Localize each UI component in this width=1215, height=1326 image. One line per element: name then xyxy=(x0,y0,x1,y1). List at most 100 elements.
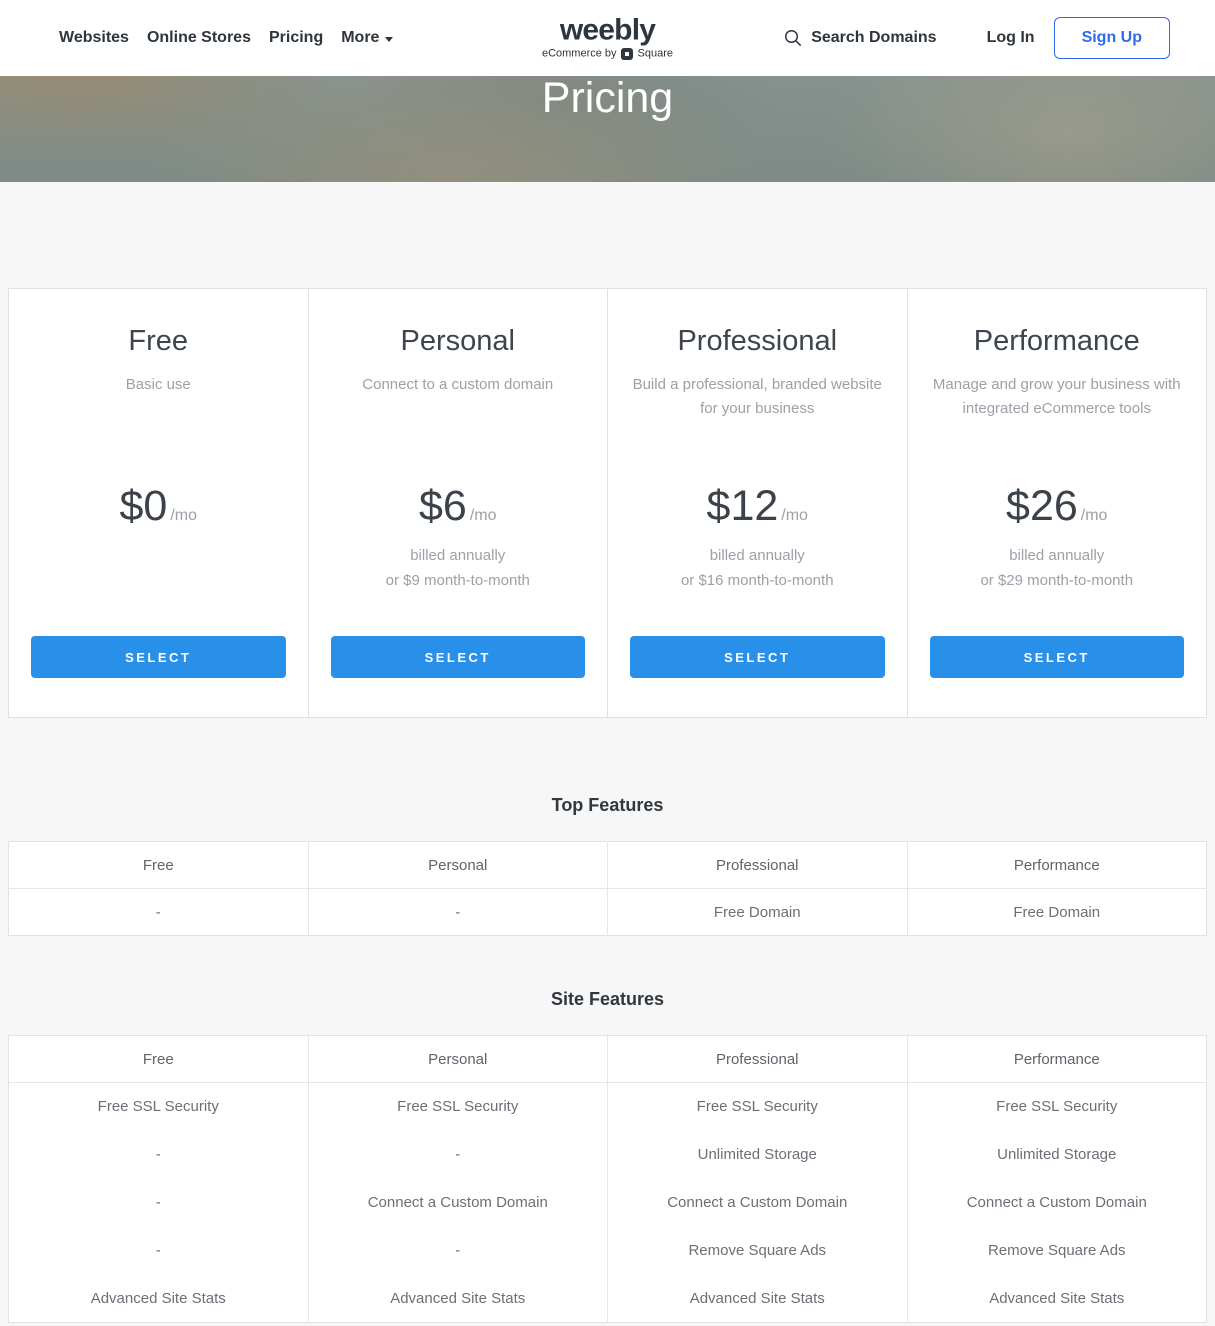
column-header-professional: Professional xyxy=(607,1035,907,1083)
table-row: - Connect a Custom Domain Connect a Cust… xyxy=(9,1178,1207,1227)
feature-cell: Free SSL Security xyxy=(97,1098,219,1116)
search-domains-link[interactable]: Search Domains xyxy=(784,29,937,47)
weebly-logo[interactable]: weebly eCommerce by Square xyxy=(542,13,673,61)
plan-card-professional: Professional Build a professional, brand… xyxy=(608,289,908,717)
price-period: /mo xyxy=(781,507,808,524)
nav-item-pricing[interactable]: Pricing xyxy=(268,29,324,46)
plan-card-free: Free Basic use $0/mo SELECT xyxy=(9,289,309,717)
primary-nav: Websites Online Stores Pricing More xyxy=(59,29,394,47)
table-row: - - Free Domain Free Domain xyxy=(9,888,1207,936)
billing-info: billed annually or $9 month-to-month xyxy=(333,543,584,593)
section-title-site-features: Site Features xyxy=(550,989,665,1009)
plan-card-personal: Personal Connect to a custom domain $6/m… xyxy=(309,289,608,717)
feature-cell: - xyxy=(307,1130,608,1179)
feature-cell: Free Domain xyxy=(607,888,907,936)
billing-info: billed annually or $16 month-to-month xyxy=(632,543,883,593)
log-in-link[interactable]: Log In xyxy=(986,29,1035,46)
select-plan-button[interactable]: SELECT xyxy=(929,636,1184,678)
table-row: - - Unlimited Storage Unlimited Storage xyxy=(9,1130,1207,1179)
plan-name: Professional xyxy=(677,325,838,357)
feature-cell: - xyxy=(155,1242,161,1259)
billing-line-monthly: or $29 month-to-month xyxy=(980,572,1134,589)
plan-price: $12/mo xyxy=(632,485,883,528)
plan-card-performance: Performance Manage and grow your busines… xyxy=(908,289,1207,717)
feature-cell: Unlimited Storage xyxy=(607,1130,907,1179)
plan-description: Connect to a custom domain xyxy=(362,376,554,393)
feature-cell: Free Domain xyxy=(906,888,1207,936)
feature-cell: - xyxy=(155,903,161,921)
billing-line-monthly: or $16 month-to-month xyxy=(680,572,834,589)
billing-info xyxy=(33,543,284,593)
nav-right: Search Domains Log In Sign Up xyxy=(784,17,1170,59)
plan-name: Performance xyxy=(973,325,1140,357)
nav-item-websites[interactable]: Websites xyxy=(59,29,129,46)
price-period: /mo xyxy=(170,507,197,524)
search-domains-label: Search Domains xyxy=(811,29,937,46)
feature-cell: Advanced Site Stats xyxy=(90,1289,226,1307)
billing-line-annual: billed annually xyxy=(410,547,506,564)
feature-cell: Connect a Custom Domain xyxy=(307,1178,608,1227)
feature-cell: - xyxy=(155,1194,161,1211)
column-header-professional: Professional xyxy=(607,841,907,889)
billing-info: billed annually or $29 month-to-month xyxy=(932,543,1183,593)
plan-name: Free xyxy=(128,325,189,357)
feature-cell: - xyxy=(307,888,608,936)
price-period: /mo xyxy=(469,507,497,524)
column-header-free: Free xyxy=(8,841,308,889)
select-plan-button[interactable]: SELECT xyxy=(31,636,286,678)
price-period: /mo xyxy=(1080,507,1108,524)
top-nav: Websites Online Stores Pricing More weeb… xyxy=(0,0,1215,76)
column-header-free: Free xyxy=(8,1035,308,1083)
hero-banner: Pricing xyxy=(0,76,1215,182)
top-features-table: Free Personal Professional Performance -… xyxy=(8,841,1207,936)
plan-description: Build a professional, branded website fo… xyxy=(632,376,882,417)
feature-cell: Advanced Site Stats xyxy=(307,1274,608,1323)
plan-price: $6/mo xyxy=(333,485,584,528)
table-header-row: Free Personal Professional Performance xyxy=(8,1035,1207,1083)
feature-cell: Free SSL Security xyxy=(906,1082,1207,1131)
column-header-performance: Performance xyxy=(906,1035,1207,1083)
select-plan-button[interactable]: SELECT xyxy=(630,636,885,678)
feature-cell: Advanced Site Stats xyxy=(906,1274,1207,1323)
billing-line-annual: billed annually xyxy=(1009,547,1105,564)
price-amount: $12 xyxy=(706,482,779,530)
logo-subtitle-brand: Square xyxy=(637,47,674,60)
nav-item-more[interactable]: More xyxy=(341,29,394,47)
nav-item-more-label: More xyxy=(341,29,380,46)
site-features-table: Free Personal Professional Performance F… xyxy=(8,1035,1207,1323)
plan-cards: Free Basic use $0/mo SELECT Personal Con… xyxy=(8,288,1207,718)
feature-cell: Remove Square Ads xyxy=(906,1226,1207,1275)
chevron-down-icon xyxy=(385,36,394,42)
weebly-wordmark: weebly xyxy=(559,13,656,47)
feature-cell: Free SSL Security xyxy=(607,1082,907,1131)
price-amount: $0 xyxy=(119,482,168,530)
nav-item-online-stores[interactable]: Online Stores xyxy=(146,29,251,46)
sign-up-button[interactable]: Sign Up xyxy=(1053,17,1170,59)
section-title-top-features: Top Features xyxy=(551,795,664,815)
square-logo-icon xyxy=(621,48,634,60)
feature-cell: Remove Square Ads xyxy=(607,1226,907,1275)
feature-cell: - xyxy=(307,1226,608,1275)
column-header-personal: Personal xyxy=(307,841,608,889)
table-header-row: Free Personal Professional Performance xyxy=(8,841,1207,889)
select-plan-button[interactable]: SELECT xyxy=(330,636,585,678)
feature-cell: Connect a Custom Domain xyxy=(607,1178,907,1227)
feature-cell: Connect a Custom Domain xyxy=(906,1178,1207,1227)
table-row: Advanced Site Stats Advanced Site Stats … xyxy=(9,1274,1207,1323)
price-amount: $26 xyxy=(1006,482,1078,530)
search-icon xyxy=(785,29,802,46)
billing-line-monthly: or $9 month-to-month xyxy=(385,572,530,589)
table-row: - - Remove Square Ads Remove Square Ads xyxy=(9,1226,1207,1275)
column-header-performance: Performance xyxy=(906,841,1207,889)
plan-description: Basic use xyxy=(125,376,191,393)
plan-description: Manage and grow your business with integ… xyxy=(932,376,1181,417)
logo-subtitle-prefix: eCommerce by xyxy=(541,47,617,60)
feature-cell: - xyxy=(155,1146,161,1163)
table-row: Free SSL Security Free SSL Security Free… xyxy=(9,1082,1207,1131)
logo-subtitle: eCommerce by Square xyxy=(542,48,673,61)
plan-name: Personal xyxy=(400,325,515,357)
page-title: Pricing xyxy=(541,74,674,122)
feature-cell: Free SSL Security xyxy=(307,1082,608,1131)
feature-cell: Unlimited Storage xyxy=(906,1130,1207,1179)
plan-price: $26/mo xyxy=(932,485,1183,528)
